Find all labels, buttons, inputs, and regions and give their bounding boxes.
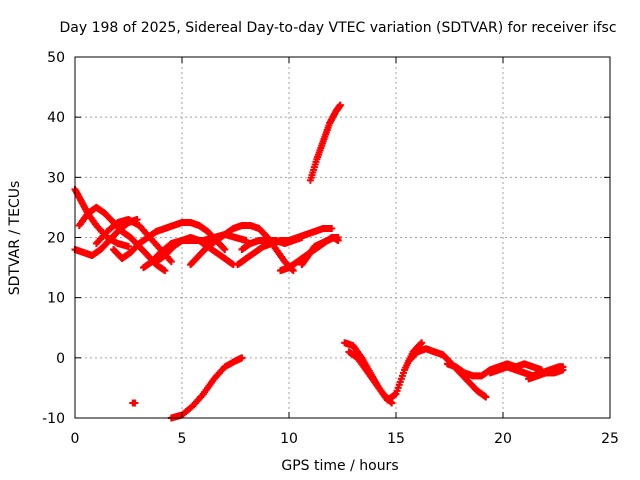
chart-title: Day 198 of 2025, Sidereal Day-to-day VTE… (59, 20, 616, 36)
series-arc-21 (525, 366, 567, 383)
x-tick-label: 10 (280, 431, 298, 447)
grid (75, 57, 610, 418)
data-points (71, 101, 567, 422)
y-tick-label: 40 (47, 110, 65, 126)
x-tick-label: 0 (71, 431, 80, 447)
y-tick-label: 0 (56, 351, 65, 367)
y-tick-label: 50 (47, 50, 65, 66)
data-point (388, 399, 396, 407)
series-arc-12 (298, 234, 342, 269)
data-point (289, 267, 297, 275)
y-tick-label: 20 (47, 231, 65, 247)
data-point (328, 224, 336, 232)
data-point (334, 237, 342, 245)
series-arc-17 (345, 348, 396, 407)
series-arc-8 (187, 221, 297, 275)
data-point (131, 399, 139, 407)
data-point (418, 339, 426, 347)
data-point (221, 246, 229, 254)
x-tick-label: 25 (601, 431, 619, 447)
data-point (559, 366, 567, 374)
data-point (238, 354, 246, 362)
data-point (298, 234, 306, 241)
x-tick-label: 15 (387, 431, 405, 447)
data-point (242, 237, 250, 245)
x-tick-label: 20 (494, 431, 512, 447)
data-point (161, 267, 169, 275)
x-axis-label: GPS time / hours (281, 458, 398, 474)
data-point (387, 398, 395, 406)
data-point (125, 243, 132, 251)
series-arc-7 (152, 234, 237, 269)
series-arc-14 (129, 399, 139, 407)
series-arc-18 (405, 345, 490, 401)
data-point (220, 244, 228, 252)
data-point (417, 340, 425, 348)
series-arc-15 (167, 354, 246, 422)
y-tick-label: -10 (42, 411, 65, 427)
x-tick-label: 5 (178, 431, 187, 447)
series-arc-2 (71, 215, 141, 260)
data-point (482, 393, 490, 401)
data-point (167, 258, 175, 266)
series-arc-13 (306, 101, 344, 184)
series-arc-5 (110, 218, 229, 263)
data-point (336, 101, 344, 109)
y-axis-label: SDTVAR / TECUs (7, 181, 23, 296)
y-tick-label: 10 (47, 291, 65, 307)
series-arc-10 (238, 234, 306, 254)
axis-ticks: 0 5 10 15 20 25 -10 0 10 20 30 40 50 (42, 50, 619, 447)
y-tick-label: 30 (47, 170, 65, 186)
